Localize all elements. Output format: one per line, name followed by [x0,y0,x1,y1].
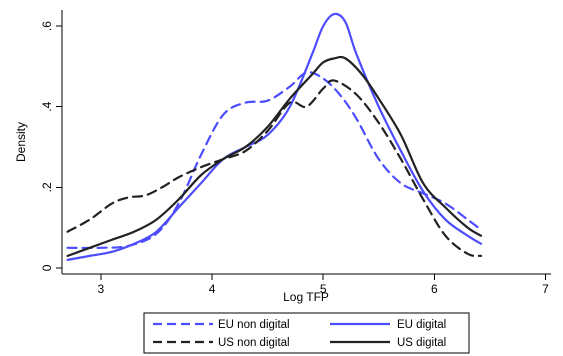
y-tick-label: .2 [40,182,54,192]
series-line-eu-non-digital [66,71,483,250]
y-axis-title: Density [14,122,28,162]
legend-label-us-digital: US digital [397,337,446,349]
series-line-eu-digital [66,12,483,261]
series-line-us-non-digital [66,79,483,258]
x-tick-label: 6 [431,282,438,296]
x-tick-label: 7 [542,282,549,296]
legend-label-eu-digital: EU digital [397,319,446,331]
x-tick-label: 3 [98,282,105,296]
legend-label-eu-non-digital: EU non digital [218,319,290,331]
y-tick-label: .4 [40,101,54,111]
y-tick-label: 0 [40,264,54,271]
ticks-layer: 3 4 5 6 7 0 .2 .4 .6 [40,21,549,296]
legend-box [143,312,470,354]
legend-label-us-non-digital: US non digital [218,337,290,349]
x-tick-label: 4 [209,282,216,296]
legend: EU non digital EU digital US non digital… [143,312,470,354]
x-axis-title: Log TFP [283,290,329,304]
series-line-us-digital [66,55,483,257]
series-layer [66,12,483,261]
y-tick-label: .6 [40,21,54,31]
x-tick-label: 5 [320,282,327,296]
